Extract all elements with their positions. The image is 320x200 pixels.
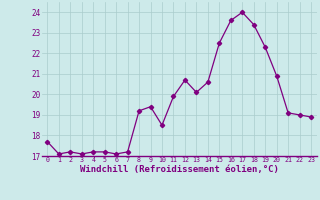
X-axis label: Windchill (Refroidissement éolien,°C): Windchill (Refroidissement éolien,°C) (80, 165, 279, 174)
